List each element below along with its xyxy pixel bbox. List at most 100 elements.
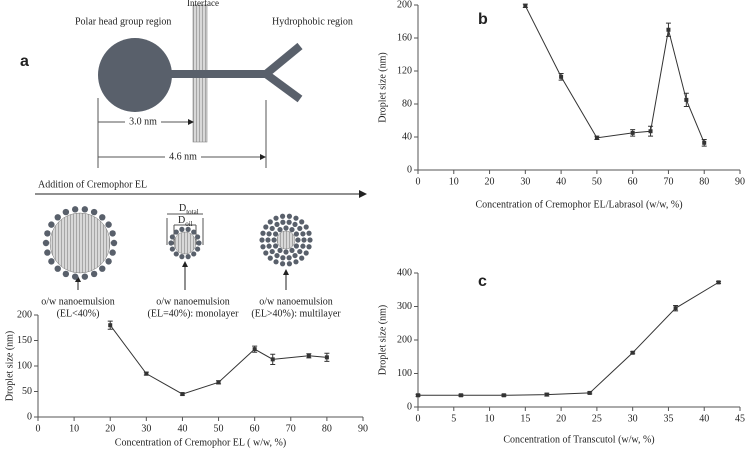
marker — [144, 371, 149, 376]
x-tick-label: 35 — [663, 413, 673, 424]
x-tick-label: 10 — [449, 176, 459, 187]
surfactant — [44, 230, 51, 237]
surfactant — [300, 243, 306, 249]
y-tick-label: 0 — [27, 411, 32, 422]
surfactant — [279, 213, 286, 219]
surfactant — [265, 237, 271, 243]
tail-label: Hydrophobic region — [272, 16, 353, 27]
surfactant — [71, 206, 79, 213]
y-tick-label: 50 — [22, 386, 32, 397]
surfactant — [293, 231, 299, 237]
surfactant — [196, 240, 202, 246]
surfactant — [283, 249, 289, 255]
surfactant — [169, 234, 175, 240]
droplet-caption: o/w nanoemulsion — [41, 296, 115, 307]
data-line — [109, 324, 327, 395]
y-axis-label: Droplet size (nm) — [377, 52, 388, 123]
y-tick-label: 300 — [397, 301, 412, 312]
x-axis-label: Concentration of Cremophor EL/Labrasol (… — [475, 199, 682, 210]
surfactant — [293, 243, 299, 249]
y-tick-label: 100 — [17, 360, 32, 371]
surfactant — [169, 246, 175, 252]
x-axis-label: Concentration of Transcutol (w/w, %) — [503, 434, 654, 445]
panel-label: a — [20, 53, 29, 70]
x-tick-label: 20 — [105, 423, 115, 434]
marker — [630, 350, 635, 355]
surfactant — [293, 259, 299, 265]
surfactant — [283, 225, 289, 231]
x-tick-label: 45 — [735, 413, 745, 424]
surfactant — [289, 227, 295, 233]
droplet-caption: (EL>40%): multilayer — [251, 308, 341, 319]
d-main: D — [179, 203, 186, 214]
surfactant — [295, 237, 301, 243]
y-tick-label: 0 — [407, 164, 412, 175]
surfactant — [273, 215, 279, 221]
marker — [252, 347, 257, 352]
surfactant — [90, 270, 98, 278]
surfactant — [266, 231, 272, 237]
d-oil: Doil — [178, 215, 193, 227]
marker — [702, 140, 707, 145]
surfactant — [306, 244, 312, 250]
x-tick-label: 40 — [177, 423, 187, 434]
x-tick-label: 25 — [592, 413, 602, 424]
surfactant — [195, 246, 201, 252]
x-tick-label: 70 — [663, 176, 673, 187]
polar-head — [98, 38, 172, 112]
x-tick-label: 15 — [520, 413, 530, 424]
marker — [587, 390, 592, 395]
surfactant — [274, 252, 280, 259]
surfactant — [168, 240, 174, 246]
marker — [716, 280, 721, 285]
surfactant — [185, 226, 191, 232]
head-label: Polar head group region — [75, 16, 171, 27]
marker — [559, 74, 564, 79]
surfactant — [185, 254, 191, 260]
y-tick-label: 400 — [397, 267, 412, 278]
surfactant — [273, 231, 279, 237]
tail-branch — [263, 70, 303, 103]
surfactant — [42, 239, 50, 247]
y-tick-label: 200 — [17, 309, 32, 320]
surfactant — [54, 214, 61, 221]
y-tick-label: 120 — [397, 65, 412, 76]
marker — [648, 129, 653, 134]
surfactant — [99, 214, 106, 221]
tail-branch — [263, 42, 303, 78]
surfactant — [179, 226, 185, 232]
surfactant — [269, 225, 275, 232]
d-sub: total — [186, 208, 198, 216]
dim-bg — [165, 150, 201, 164]
marker — [458, 393, 463, 398]
marker — [108, 323, 113, 328]
surfactant — [297, 248, 303, 255]
surfactant — [109, 249, 116, 256]
surfactant — [273, 259, 279, 265]
surfactant — [48, 221, 55, 228]
x-tick-label: 50 — [214, 423, 224, 434]
marker — [306, 353, 311, 358]
surfactant — [260, 230, 266, 236]
surfactant — [303, 224, 309, 230]
droplet-caption: o/w nanoemulsion — [259, 296, 333, 307]
surfactant — [286, 261, 293, 267]
marker — [630, 130, 635, 135]
marker — [666, 27, 671, 32]
y-tick-label: 200 — [397, 334, 412, 345]
x-axis-label: Concentration of Cremophor EL ( w/w, %) — [115, 437, 286, 448]
x-tick-label: 90 — [735, 176, 745, 187]
surfactant — [303, 250, 309, 256]
x-tick-label: 40 — [556, 176, 566, 187]
surfactant — [54, 265, 61, 272]
surfactant — [259, 237, 265, 243]
oil-core — [276, 230, 296, 250]
marker — [594, 135, 599, 140]
x-tick-label: 10 — [485, 413, 495, 424]
marker — [180, 392, 185, 397]
y-tick-label: 150 — [17, 335, 32, 346]
y-tick-label: 160 — [397, 32, 412, 43]
surfactant — [62, 208, 70, 216]
marker — [216, 380, 221, 385]
